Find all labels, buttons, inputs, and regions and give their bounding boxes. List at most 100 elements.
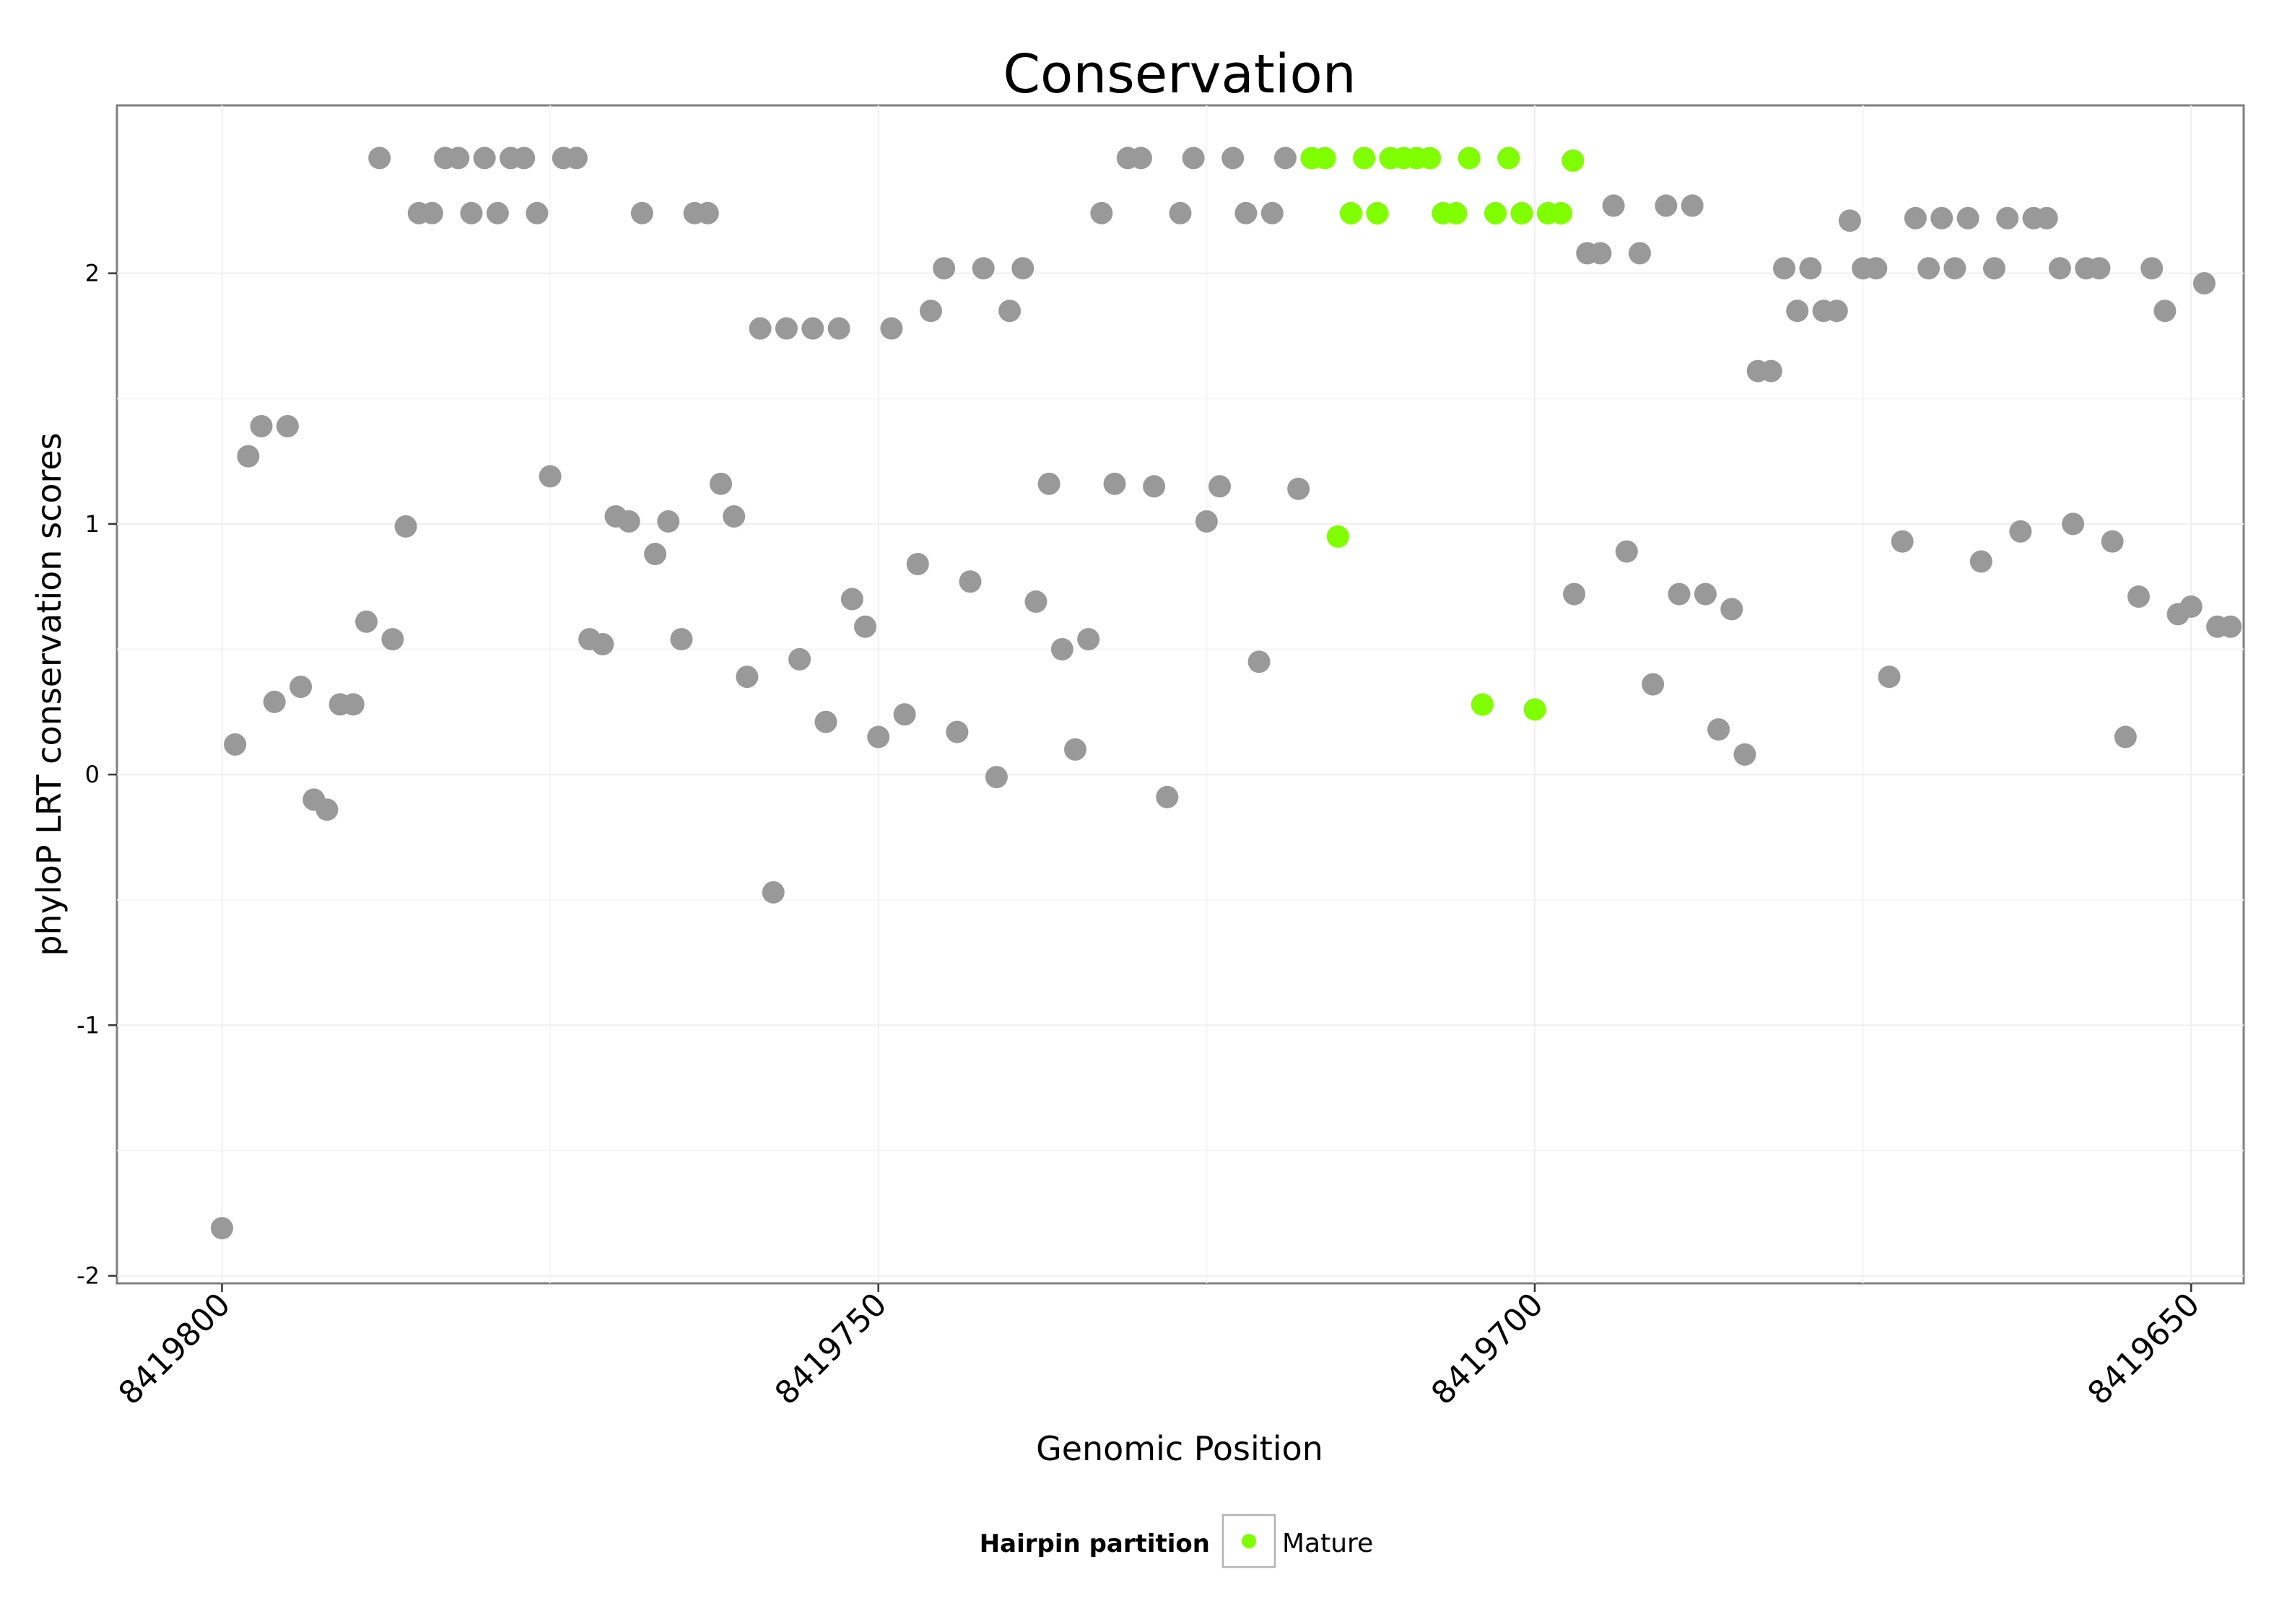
other-point xyxy=(224,733,247,756)
other-point xyxy=(513,147,536,170)
other-point xyxy=(1943,257,1966,280)
other-point xyxy=(263,690,286,713)
legend-mature-dot xyxy=(1242,1534,1256,1548)
other-point xyxy=(315,798,339,821)
other-point xyxy=(1024,590,1047,614)
other-point xyxy=(1090,201,1113,224)
legend-label-mature: Mature xyxy=(1282,1529,1373,1558)
mature-point xyxy=(1523,698,1546,721)
other-point xyxy=(1642,673,1665,696)
mature-point xyxy=(1313,147,1336,170)
other-point xyxy=(946,720,969,743)
other-point xyxy=(985,766,1008,789)
other-point xyxy=(1865,257,1888,280)
other-point xyxy=(880,317,903,340)
other-point xyxy=(710,472,733,495)
other-point xyxy=(801,317,824,340)
other-point xyxy=(1799,257,1822,280)
other-point xyxy=(1602,194,1625,217)
mature-point xyxy=(1510,201,1533,224)
other-point xyxy=(1681,194,1704,217)
other-point xyxy=(1733,743,1756,766)
other-point xyxy=(814,710,837,733)
other-point xyxy=(2048,257,2071,280)
other-point xyxy=(2062,512,2085,536)
y-tick-label: 2 xyxy=(85,260,100,287)
other-point xyxy=(2035,206,2058,230)
other-point xyxy=(630,201,653,224)
mature-point xyxy=(1549,201,1572,224)
other-point xyxy=(1050,637,1073,660)
other-point xyxy=(1655,194,1678,217)
other-point xyxy=(1996,206,2019,230)
grid-minor xyxy=(117,105,2244,1283)
x-axis-title: Genomic Position xyxy=(1036,1429,1323,1468)
other-point xyxy=(1668,582,1691,606)
other-point xyxy=(237,445,260,468)
other-point xyxy=(473,147,496,170)
other-point xyxy=(1825,300,1848,323)
other-point xyxy=(1011,257,1034,280)
other-point xyxy=(539,465,562,488)
other-point xyxy=(1195,510,1218,533)
other-point xyxy=(341,693,365,716)
other-point xyxy=(775,317,798,340)
other-point xyxy=(250,414,273,437)
other-point xyxy=(381,628,404,651)
x-tick-label: 8419650 xyxy=(2081,1286,2207,1413)
y-tick-label: -1 xyxy=(77,1011,100,1039)
other-point xyxy=(1694,582,1717,606)
other-point xyxy=(2009,520,2032,543)
y-tick-label: -2 xyxy=(77,1262,100,1290)
other-point xyxy=(1077,628,1100,651)
other-point xyxy=(723,505,746,528)
other-point xyxy=(1563,582,1586,606)
mature-point xyxy=(1339,201,1362,224)
other-point xyxy=(1838,209,1861,232)
other-point xyxy=(854,615,877,638)
other-point xyxy=(2127,585,2151,608)
mature-point xyxy=(1484,201,1507,224)
other-point xyxy=(1707,718,1730,741)
other-point xyxy=(2088,257,2111,280)
other-point xyxy=(1221,147,1245,170)
legend-title: Hairpin partition xyxy=(980,1529,1210,1558)
other-point xyxy=(394,515,417,538)
other-point xyxy=(736,665,759,689)
other-point xyxy=(1628,242,1651,265)
chart-title: Conservation xyxy=(1003,43,1356,105)
other-point xyxy=(1930,206,1953,230)
other-point xyxy=(617,510,640,533)
other-point xyxy=(1247,650,1271,673)
other-point xyxy=(827,317,850,340)
other-point xyxy=(460,201,483,224)
other-point xyxy=(1589,242,1612,265)
other-point xyxy=(788,647,811,671)
other-point xyxy=(565,147,588,170)
other-point xyxy=(1615,540,1638,563)
other-point xyxy=(1037,472,1060,495)
other-point xyxy=(840,588,863,611)
other-point xyxy=(1878,665,1901,689)
x-axis: 8419800 8419750 8419700 8419650 xyxy=(112,1283,2207,1412)
other-point xyxy=(591,633,614,656)
other-point xyxy=(972,257,995,280)
other-point xyxy=(1260,201,1284,224)
data-points xyxy=(210,147,2242,1240)
mature-point xyxy=(1326,525,1349,548)
other-point xyxy=(2101,530,2124,553)
x-tick-label: 8419750 xyxy=(768,1286,894,1413)
other-point xyxy=(1917,257,1940,280)
legend: Hairpin partition Mature xyxy=(980,1514,1373,1568)
y-axis-title: phyloP LRT conservation scores xyxy=(30,432,69,956)
y-axis: -2 -1 0 1 2 xyxy=(77,260,117,1290)
other-point xyxy=(959,570,982,593)
mature-point xyxy=(1445,201,1468,224)
other-point xyxy=(1156,785,1179,808)
other-point xyxy=(644,543,667,566)
mature-point xyxy=(1458,147,1481,170)
other-point xyxy=(1143,475,1166,498)
other-point xyxy=(1182,147,1205,170)
mature-point xyxy=(1366,201,1389,224)
other-point xyxy=(1969,550,1992,573)
